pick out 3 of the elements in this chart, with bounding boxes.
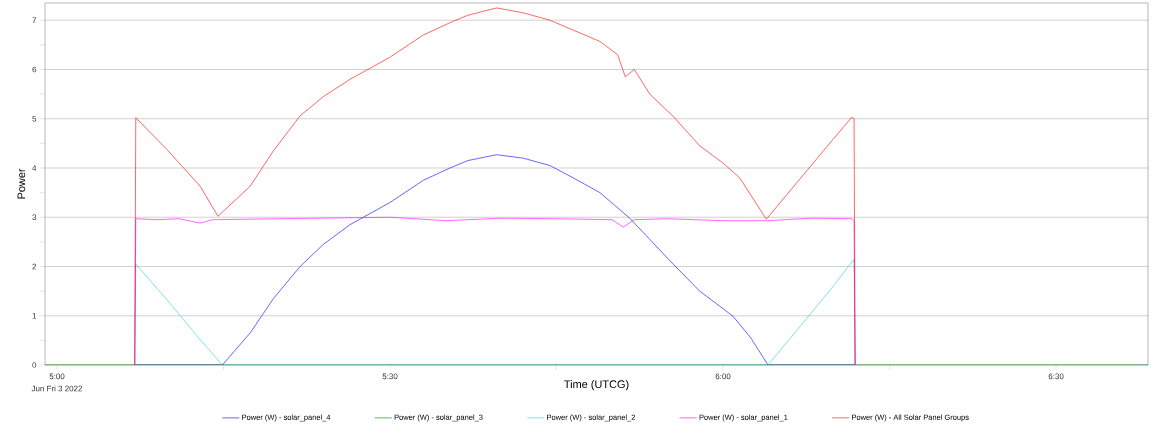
line-series	[134, 7, 856, 365]
x-axis-title: Time (UTCG)	[564, 380, 629, 391]
y-axis-title: Power	[17, 168, 26, 199]
